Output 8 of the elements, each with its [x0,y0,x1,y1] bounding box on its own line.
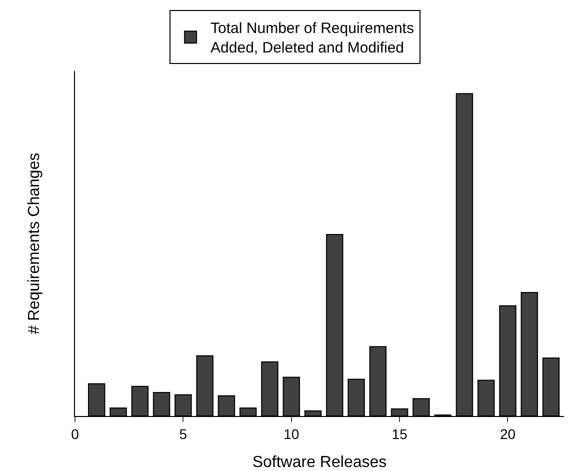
y-axis-title: # Requirements Changes [26,152,43,334]
legend-label: Total Number of Requirements Added, Deleted and Modified [210,20,414,57]
x-tick-label: 10 [284,426,300,442]
x-tick-label: 0 [71,426,80,442]
x-axis-title: Software Releases [252,454,387,471]
x-tick-label: 15 [392,426,408,442]
x-tick-label: 20 [500,426,516,442]
x-tick-label: 5 [179,426,188,442]
